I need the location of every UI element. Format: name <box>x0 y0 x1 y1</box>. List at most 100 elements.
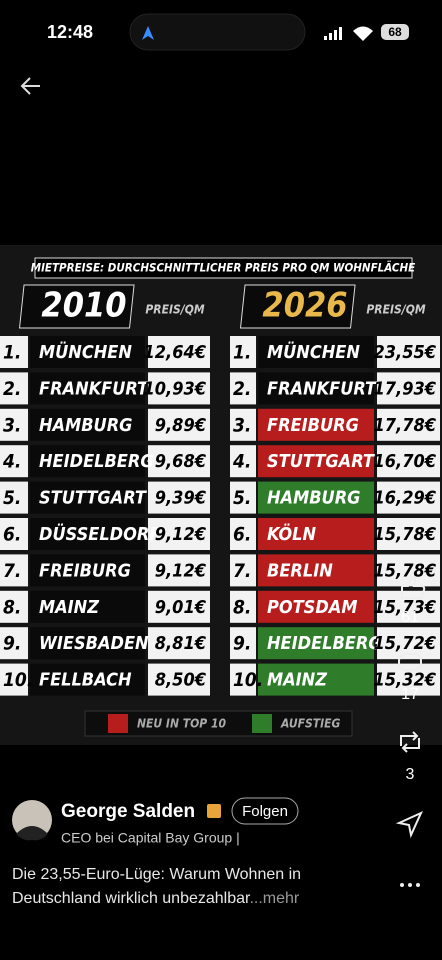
more-link[interactable]: ...mehr <box>249 890 299 907</box>
price: 8,81€ <box>155 633 207 654</box>
comment-button[interactable] <box>398 653 422 671</box>
row-bg <box>258 445 374 478</box>
city: MÜNCHEN <box>39 341 132 363</box>
city: STUTTGART <box>39 488 148 509</box>
price-box <box>148 627 210 660</box>
price-box <box>377 336 440 368</box>
legend-swatch <box>108 714 128 733</box>
infographic-title: MIETPREISE: DURCHSCHNITTLICHER PREIS PRO… <box>31 260 415 275</box>
avatar-suit <box>16 826 48 841</box>
rank-box <box>230 663 256 696</box>
price-box <box>148 663 210 696</box>
rank-box <box>0 590 28 623</box>
follow-label: Folgen <box>242 803 288 820</box>
city: FRANKFURT <box>39 378 150 399</box>
price: 8,50€ <box>155 670 207 691</box>
dynamic-island <box>129 13 306 51</box>
post-text: Deutschland wirklich unbezahlbar...mehr <box>12 890 300 907</box>
wifi-icon <box>353 26 373 41</box>
rank: 1. <box>3 342 21 364</box>
city: DÜSSELDORF <box>39 523 160 545</box>
price: 17,78€ <box>374 415 437 436</box>
rank: 8. <box>3 596 21 618</box>
price: 9,01€ <box>155 597 207 618</box>
row-bg <box>30 336 145 368</box>
city: FRANKFURT <box>267 378 378 399</box>
rank: 6. <box>3 524 21 546</box>
rank: 4. <box>2 451 21 473</box>
row-bg <box>258 627 374 660</box>
rank: 3. <box>3 414 21 436</box>
rank: 6. <box>233 524 251 546</box>
rank-box <box>230 627 256 660</box>
send-button[interactable] <box>395 810 424 839</box>
row-bg <box>258 663 374 696</box>
price-box <box>377 481 440 514</box>
signal-icon <box>324 27 342 40</box>
rank-box <box>0 408 28 441</box>
legend-label: NEU IN TOP 10 <box>137 717 226 731</box>
city: FELLBACH <box>39 670 132 691</box>
row-bg <box>30 445 145 478</box>
year: 2026 <box>262 286 347 326</box>
like-button[interactable] <box>401 575 426 599</box>
more-button[interactable] <box>400 883 420 887</box>
post-text: Die 23,55-Euro-Lüge: Warum Wohnen in <box>12 866 301 883</box>
rank: 5. <box>3 487 21 509</box>
year-box <box>239 284 356 329</box>
price: 9,12€ <box>155 524 207 545</box>
city: HAMBURG <box>267 488 360 509</box>
price-box <box>148 554 210 587</box>
author-headline: CEO bei Capital Bay Group | <box>61 830 240 846</box>
rank-box <box>0 481 28 514</box>
rank-box <box>230 518 256 550</box>
row-bg <box>258 554 374 587</box>
city: FREIBURG <box>39 560 131 581</box>
price-box <box>377 408 440 441</box>
price-box <box>148 481 210 514</box>
rank: 9. <box>233 633 251 655</box>
rank: 3. <box>233 414 251 436</box>
price: 9,39€ <box>155 488 207 509</box>
price: 17,93€ <box>374 378 437 399</box>
price-box <box>377 590 440 623</box>
rank-box <box>230 554 256 587</box>
action-bar: 61 17 3 <box>395 575 426 887</box>
price: 9,89€ <box>155 415 207 436</box>
rank: 5. <box>233 487 251 509</box>
price: 9,68€ <box>155 451 207 472</box>
repost-button[interactable] <box>400 731 420 753</box>
rank-box <box>0 627 28 660</box>
price: 10,93€ <box>144 378 207 399</box>
city: HAMBURG <box>39 415 132 436</box>
row-bg <box>258 590 374 623</box>
back-button[interactable] <box>20 77 40 95</box>
rank: 2. <box>233 378 251 400</box>
price-box <box>148 590 210 623</box>
city: MÜNCHEN <box>267 341 360 363</box>
follow-button[interactable] <box>231 797 299 825</box>
row-bg <box>30 590 145 623</box>
post-text-line: Deutschland wirklich unbezahlbar <box>12 890 251 907</box>
rank: 10. <box>233 669 263 691</box>
price: 15,78€ <box>374 560 437 581</box>
city: MAINZ <box>39 597 99 618</box>
row-bg <box>30 481 145 514</box>
price: 15,72€ <box>374 633 437 654</box>
author-name[interactable]: George Salden <box>61 801 195 822</box>
location-icon <box>142 26 154 40</box>
year-box <box>18 284 135 329</box>
city: HEIDELBERG <box>267 633 382 654</box>
rank: 7. <box>3 560 21 582</box>
title-box <box>34 257 413 279</box>
rank-box <box>230 372 256 405</box>
rank: 8. <box>233 596 251 618</box>
price-box <box>377 445 440 478</box>
row-bg <box>30 554 145 587</box>
row-bg <box>30 408 145 441</box>
price-box <box>148 408 210 441</box>
rank-box <box>230 336 256 368</box>
row-bg <box>258 336 374 368</box>
